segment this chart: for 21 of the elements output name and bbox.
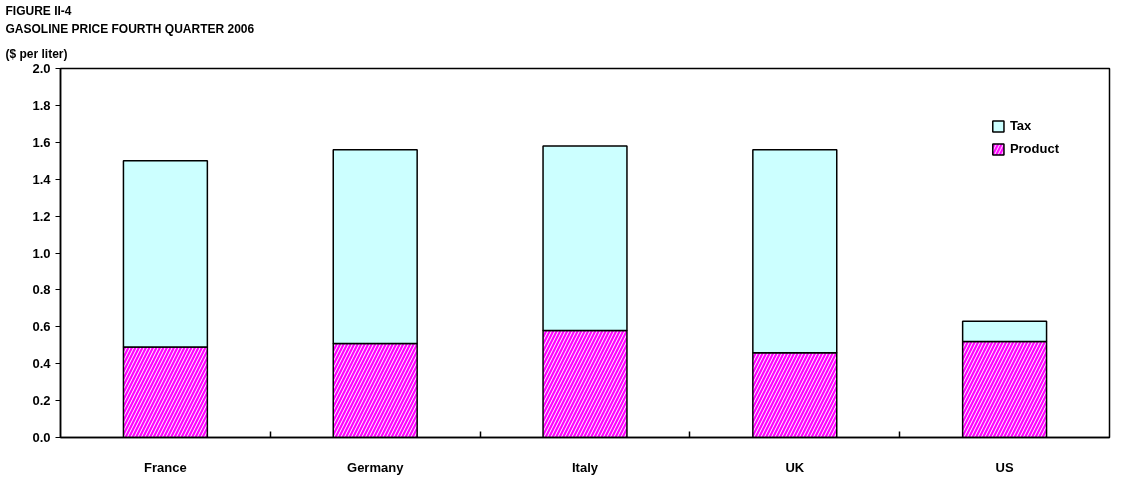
- y-tick-label: 1.0: [32, 245, 51, 261]
- x-tick-label: Germany: [347, 459, 405, 475]
- x-tick-label: US: [995, 459, 1014, 475]
- y-tick-label: 1.8: [32, 97, 51, 113]
- y-tick-label: 0.0: [32, 430, 51, 445]
- x-tick-label: UK: [785, 459, 805, 475]
- y-tick-label: 0.4: [32, 356, 52, 372]
- x-tick-label: France: [144, 459, 187, 475]
- y-tick-label: 0.8: [32, 282, 51, 298]
- chart-subtitle: GASOLINE PRICE FOURTH QUARTER 2006: [5, 21, 255, 36]
- y-tick-label: 2.0: [32, 61, 51, 76]
- y-tick-label: 1.6: [32, 134, 51, 150]
- legend-label: Tax: [1009, 118, 1032, 133]
- chart-title: FIGURE II-4: [5, 3, 72, 18]
- legend-label: Product: [1009, 141, 1059, 156]
- y-axis-title: ($ per liter): [5, 46, 68, 61]
- y-tick-label: 0.2: [32, 393, 51, 409]
- x-tick-label: Italy: [571, 459, 599, 475]
- y-tick-label: 1.4: [32, 171, 52, 187]
- y-tick-label: 1.2: [32, 208, 51, 224]
- y-tick-label: 0.6: [32, 319, 51, 335]
